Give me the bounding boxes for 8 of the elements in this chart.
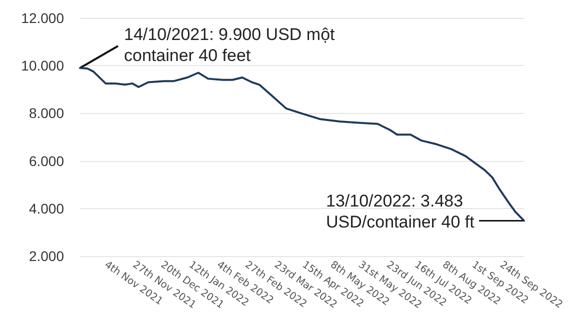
y-tick-label: 10.000	[21, 58, 64, 74]
y-tick-label: 8.000	[28, 105, 64, 122]
annotation: 13/10/2022: 3.483 USD/container 40 ft	[326, 192, 475, 232]
y-tick-label: 2.000	[28, 248, 64, 264]
y-tick-label: 6.000	[28, 152, 64, 169]
annotation: 14/10/2021: 9.900 USD một container 40 feet	[124, 24, 336, 65]
y-tick-label: 12.000	[21, 10, 64, 26]
y-tick-label: 4.000	[28, 200, 64, 216]
